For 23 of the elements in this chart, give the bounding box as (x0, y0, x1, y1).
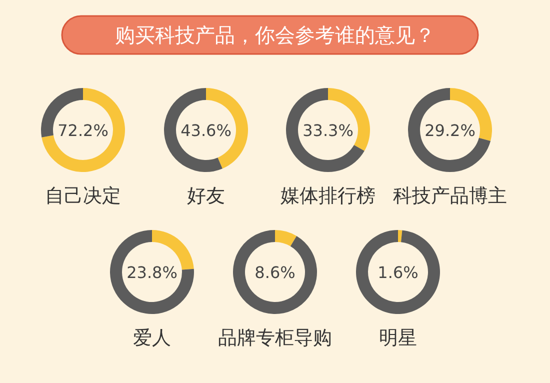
donut-slice (110, 230, 194, 314)
text: 72.2% (58, 121, 108, 140)
donut-slice (233, 230, 317, 314)
text: 购买科技产品，你会参考谁的意见？ (115, 23, 435, 47)
text: 自己决定 (45, 185, 121, 207)
text: 爱人 (133, 327, 171, 349)
text: 1.6% (378, 263, 418, 282)
donut-slice (356, 230, 440, 314)
text: 33.3% (302, 121, 354, 140)
donut-slice (275, 230, 297, 246)
donut-slice (42, 88, 125, 172)
text: 明星 (379, 327, 417, 349)
text: 29.2% (424, 121, 476, 140)
text: 43.6% (180, 121, 232, 140)
text: 8.6% (254, 263, 296, 282)
text: 23.8% (126, 263, 178, 282)
donut-slice (398, 230, 402, 242)
text: 品牌专柜导购 (218, 327, 332, 349)
text: 好友 (187, 185, 225, 207)
donut-slice (286, 88, 364, 172)
text: 媒体排行榜 (280, 185, 376, 207)
text: 科技产品博主 (393, 185, 507, 207)
donut-slice (408, 88, 491, 172)
